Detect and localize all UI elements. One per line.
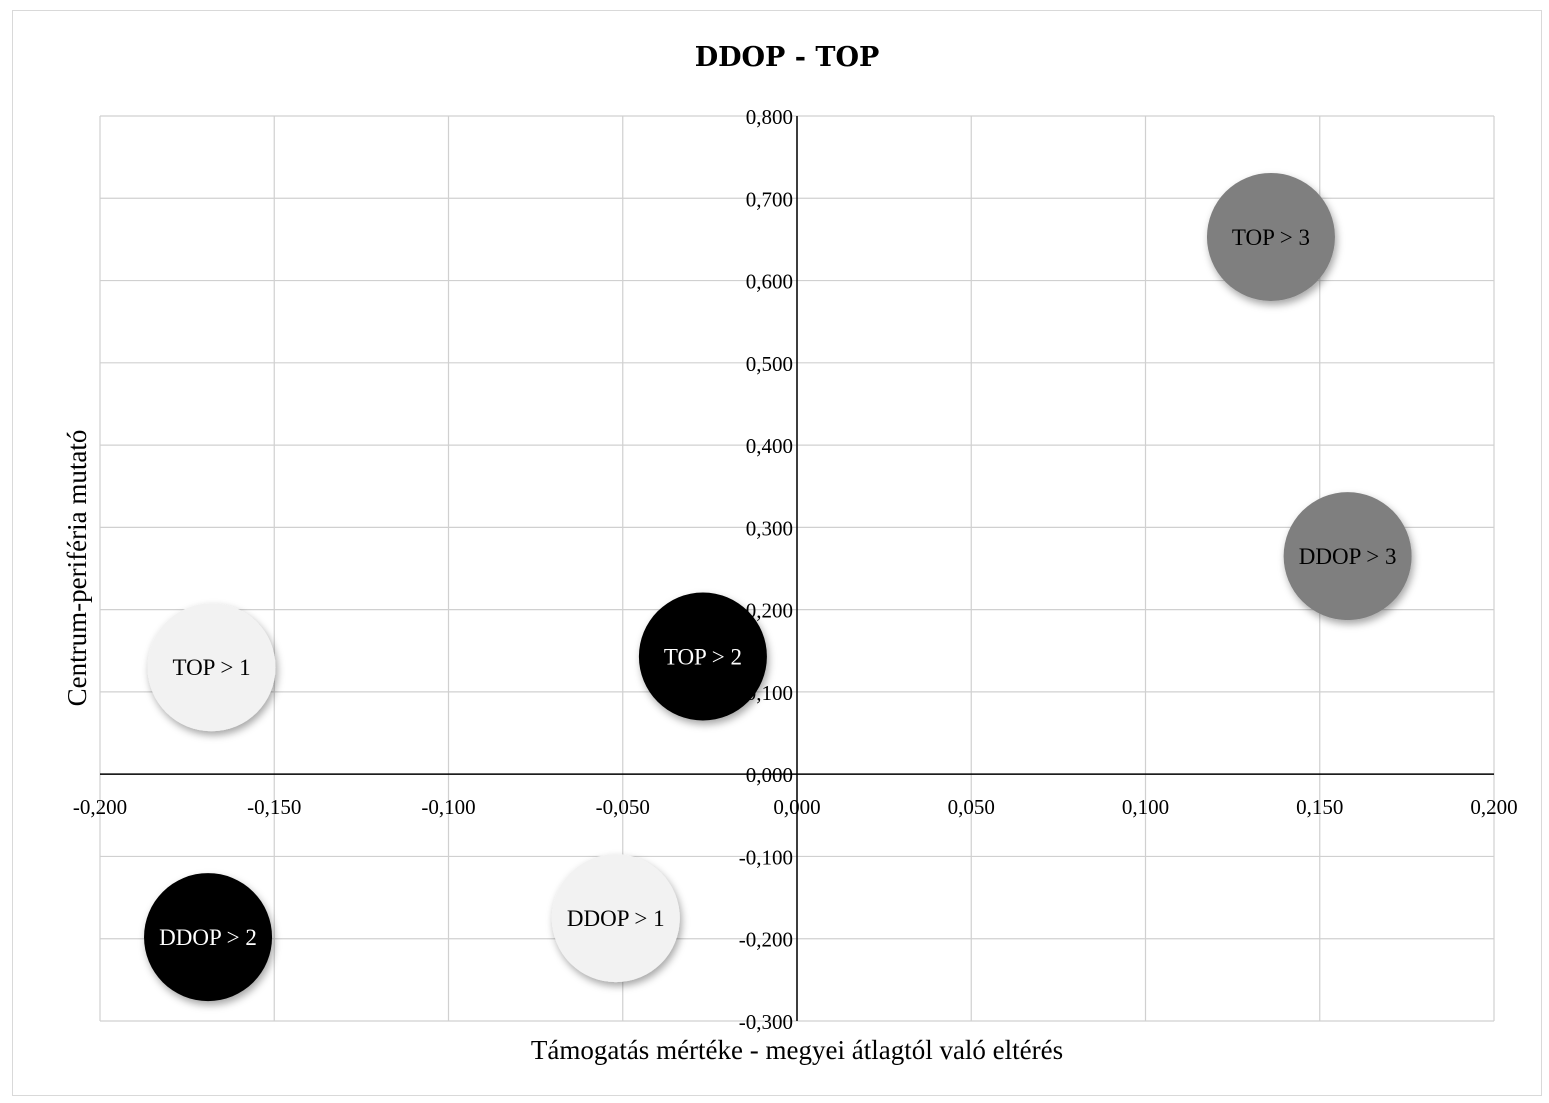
y-tick-label: 0,100 <box>746 681 793 705</box>
bubble-circle <box>551 854 680 983</box>
axes <box>100 116 1494 1021</box>
bubble-label: TOP > 2 <box>664 645 742 670</box>
y-tick-label: -0,200 <box>739 928 793 952</box>
y-tick-label: 0,300 <box>746 516 793 540</box>
x-tick-label: -0,050 <box>596 795 650 819</box>
bubble-circle <box>147 603 276 732</box>
bubble-circle <box>144 873 273 1002</box>
bubble-label: DDOP > 2 <box>159 925 257 950</box>
x-tick-label: -0,200 <box>73 795 127 819</box>
y-tick-label: 0,500 <box>746 352 793 376</box>
y-tick-label: 0,200 <box>746 599 793 623</box>
bubbles: TOP > 1 TOP > 2 TOP > 3 DDOP > 1 DDOP > 2 DDO… <box>144 172 1412 1002</box>
y-tick-label: -0,300 <box>739 1010 793 1034</box>
chart-title: DDOP - TOP <box>695 42 880 73</box>
x-tick-label: 0,150 <box>1296 795 1343 819</box>
x-tick-label: -0,100 <box>421 795 475 819</box>
y-tick-label: 0,600 <box>746 270 793 294</box>
x-tick-label: 0,200 <box>1470 795 1517 819</box>
bubble: DDOP > 3 <box>1283 492 1412 621</box>
x-axis-title: Támogatás mértéke - megyei átlagtól való… <box>531 1035 1063 1065</box>
y-tick-label: 0,400 <box>746 434 793 458</box>
x-tick-label: 0,000 <box>773 795 820 819</box>
bubble-label: TOP > 1 <box>172 655 250 680</box>
y-tick-label: 0,700 <box>746 187 793 211</box>
bubble: TOP > 3 <box>1206 172 1335 301</box>
bubble: TOP > 2 <box>638 592 767 721</box>
tick-labels: -0,200 -0,150 -0,100 -0,050 0,000 0,050 0,100 0… <box>73 105 1518 1034</box>
x-tick-label: -0,150 <box>247 795 301 819</box>
x-tick-label: 0,050 <box>948 795 995 819</box>
y-tick-label: 0,000 <box>746 763 793 787</box>
bubble-circle <box>1206 172 1335 301</box>
bubble-label: TOP > 3 <box>1232 225 1310 250</box>
y-tick-label: -0,100 <box>739 845 793 869</box>
bubble: TOP > 1 <box>147 603 276 732</box>
bubble: DDOP > 2 <box>144 873 273 1002</box>
bubble-circle <box>1283 492 1412 621</box>
bubble-label: DDOP > 3 <box>1299 544 1397 569</box>
x-tick-label: 0,100 <box>1122 795 1169 819</box>
bubble: DDOP > 1 <box>551 854 680 983</box>
y-tick-label: 0,800 <box>746 105 793 129</box>
bubble-label: DDOP > 1 <box>567 906 665 931</box>
bubble-circle <box>638 592 767 721</box>
y-axis-title: Centrum-periféria mutató <box>62 430 92 707</box>
